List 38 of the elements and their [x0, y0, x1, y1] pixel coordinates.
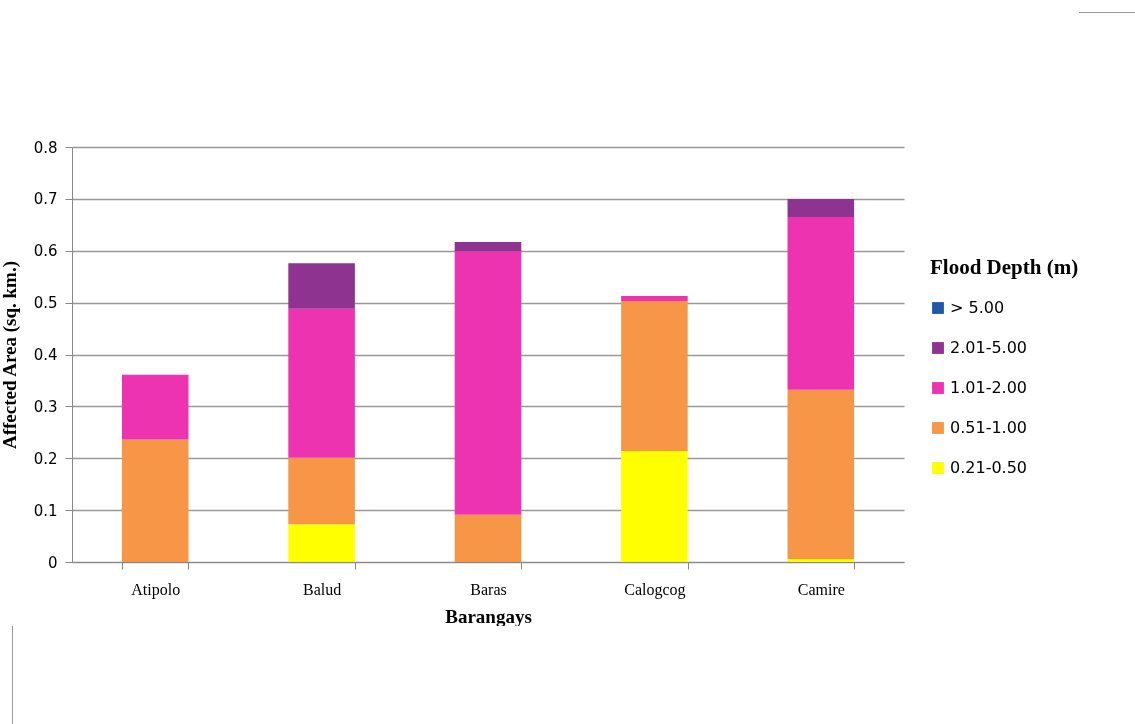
bar: [454, 241, 522, 252]
bar: [288, 263, 355, 309]
bar: [121, 374, 189, 440]
legend-label: > 5.00: [950, 298, 1005, 317]
bar: [621, 295, 688, 302]
legend-label: 0.21-0.50: [950, 458, 1028, 477]
legend-title: Flood Depth (m): [930, 255, 1079, 279]
x-tick-label: Baras: [470, 580, 507, 598]
bar: [621, 301, 688, 451]
bar: [288, 308, 355, 458]
y-tick-label: 0.3: [33, 397, 58, 416]
y-tick-label: 0.6: [33, 242, 58, 261]
bar: [454, 251, 522, 515]
y-tick-label: 0.5: [33, 294, 58, 313]
bar: [454, 514, 522, 562]
y-tick-label: 0.7: [33, 190, 58, 209]
bar: [787, 558, 855, 562]
y-axis-title: Affected Area (sq. km.): [0, 260, 21, 450]
bar: [787, 217, 855, 390]
bar: [121, 439, 189, 562]
x-tick-label: Balud: [302, 580, 342, 598]
bar: [288, 524, 355, 562]
bar: [621, 450, 688, 562]
bar: [288, 457, 355, 525]
legend-label: 0.51-1.00: [950, 418, 1028, 437]
bar: [787, 198, 855, 218]
y-tick-label: 0: [47, 553, 58, 572]
x-tick-label: Camire: [797, 580, 845, 598]
y-tick-label: 0.8: [33, 138, 58, 157]
y-tick-label: 0.4: [33, 346, 58, 364]
bar: [787, 389, 855, 559]
y-tick-label: 0.2: [33, 449, 58, 468]
x-axis-title: Barangays: [445, 605, 532, 627]
legend-label: 2.01-5.00: [950, 338, 1028, 357]
x-tick-label: Atipolo: [131, 580, 181, 599]
legend-label: 1.01-2.00: [950, 378, 1028, 397]
y-tick-label: 0.1: [33, 501, 58, 520]
x-tick-label: Calogcog: [624, 580, 686, 599]
